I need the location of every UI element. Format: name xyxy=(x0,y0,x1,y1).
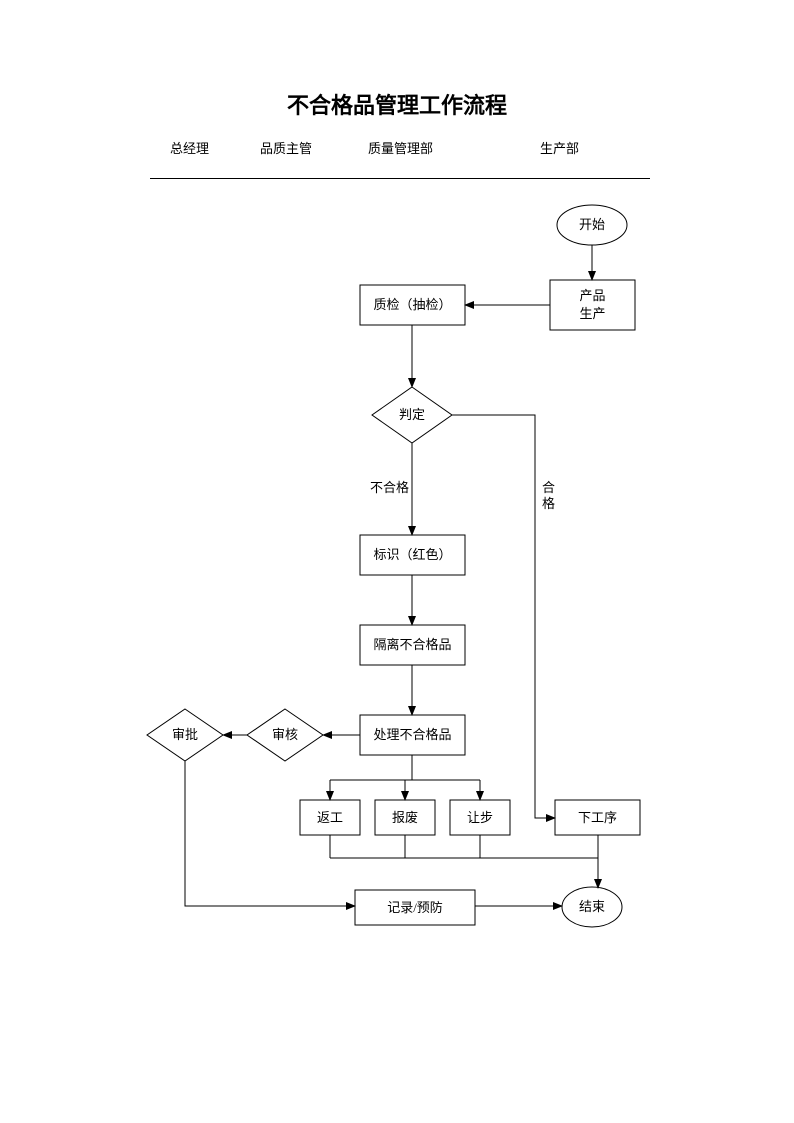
node-approve: 审批 xyxy=(125,726,245,744)
node-start: 开始 xyxy=(532,216,652,234)
node-next: 下工序 xyxy=(538,809,658,827)
edge-label: 合 格 xyxy=(542,480,555,511)
node-record: 记录/预防 xyxy=(355,899,475,917)
node-end: 结束 xyxy=(532,898,652,916)
node-inspect: 质检（抽检） xyxy=(353,296,473,314)
node-isolate: 隔离不合格品 xyxy=(353,636,473,654)
node-mark: 标识（红色） xyxy=(353,546,473,564)
edge-label: 不合格 xyxy=(370,480,409,496)
node-produce: 产品 生产 xyxy=(533,287,653,323)
node-concede: 让步 xyxy=(420,809,540,827)
node-judge: 判定 xyxy=(352,406,472,424)
node-handle: 处理不合格品 xyxy=(353,726,473,744)
